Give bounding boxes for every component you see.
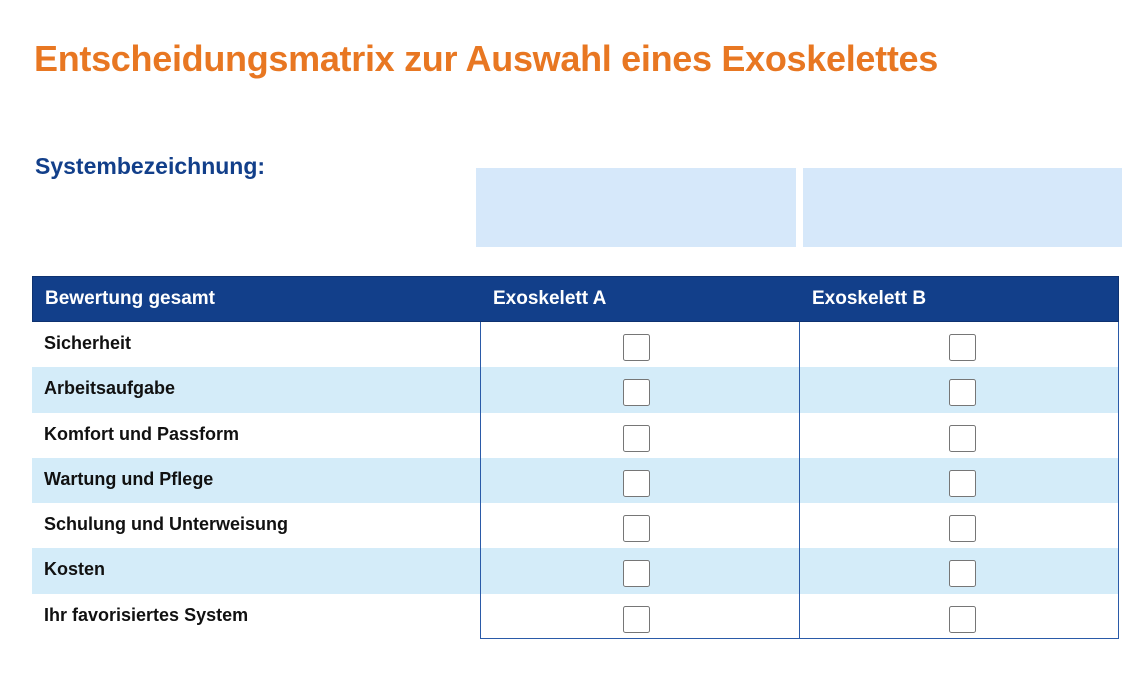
checkbox-maintenance-a[interactable] [623, 469, 650, 497]
system-name-field-b[interactable] [803, 168, 1122, 247]
header-exoskeleton-b: Exoskelett B [812, 288, 927, 309]
page-title: Entscheidungsmatrix zur Auswahl eines Ex… [34, 38, 938, 79]
checkbox-costs-a[interactable] [623, 560, 650, 588]
checkbox-costs-b[interactable] [949, 560, 976, 588]
header-overall-rating: Bewertung gesamt [45, 288, 215, 309]
matrix-row-maintenance: Wartung und Pflege [32, 457, 1119, 504]
decision-matrix: Bewertung gesamt Exoskelett A Exoskelett… [32, 276, 1119, 639]
checkbox-safety-b[interactable] [949, 334, 976, 361]
matrix-row-comfort-fit: Komfort und Passform [32, 413, 1119, 458]
checkbox-maintenance-b[interactable] [949, 469, 976, 497]
matrix-row-training: Schulung und Unterweisung [32, 503, 1119, 548]
row-label: Ihr favorisiertes System [44, 604, 249, 625]
checkbox-work-task-a[interactable] [623, 379, 650, 407]
checkbox-favorite-b[interactable] [949, 605, 976, 633]
matrix-body: Sicherheit Arbeitsaufgabe Komfort und Pa… [32, 322, 1119, 639]
system-name-field-a[interactable] [476, 168, 796, 247]
checkbox-comfort-fit-b[interactable] [949, 424, 976, 452]
table-bottom-border [480, 638, 1119, 639]
matrix-row-favorite: Ihr favorisiertes System [32, 594, 1119, 639]
column-divider [480, 322, 481, 639]
matrix-row-costs: Kosten [32, 548, 1119, 594]
matrix-row-work-task: Arbeitsaufgabe [32, 367, 1119, 413]
header-exoskeleton-a: Exoskelett A [493, 288, 607, 309]
checkbox-comfort-fit-a[interactable] [623, 424, 650, 452]
row-label: Sicherheit [44, 333, 132, 353]
system-name-label: Systembezeichnung: [35, 153, 266, 179]
matrix-header: Bewertung gesamt Exoskelett A Exoskelett… [32, 276, 1119, 322]
row-label: Schulung und Unterweisung [44, 514, 288, 535]
checkbox-training-a[interactable] [623, 515, 650, 543]
row-label: Kosten [44, 559, 106, 580]
matrix-row-safety: Sicherheit [32, 322, 1119, 367]
row-label: Wartung und Pflege [44, 468, 214, 489]
checkbox-safety-a[interactable] [623, 334, 650, 361]
row-label: Komfort und Passform [44, 423, 240, 444]
checkbox-favorite-a[interactable] [623, 605, 650, 633]
row-label: Arbeitsaufgabe [44, 378, 176, 399]
column-divider [799, 322, 800, 639]
checkbox-work-task-b[interactable] [949, 379, 976, 407]
checkbox-training-b[interactable] [949, 515, 976, 543]
column-divider [1118, 322, 1119, 639]
